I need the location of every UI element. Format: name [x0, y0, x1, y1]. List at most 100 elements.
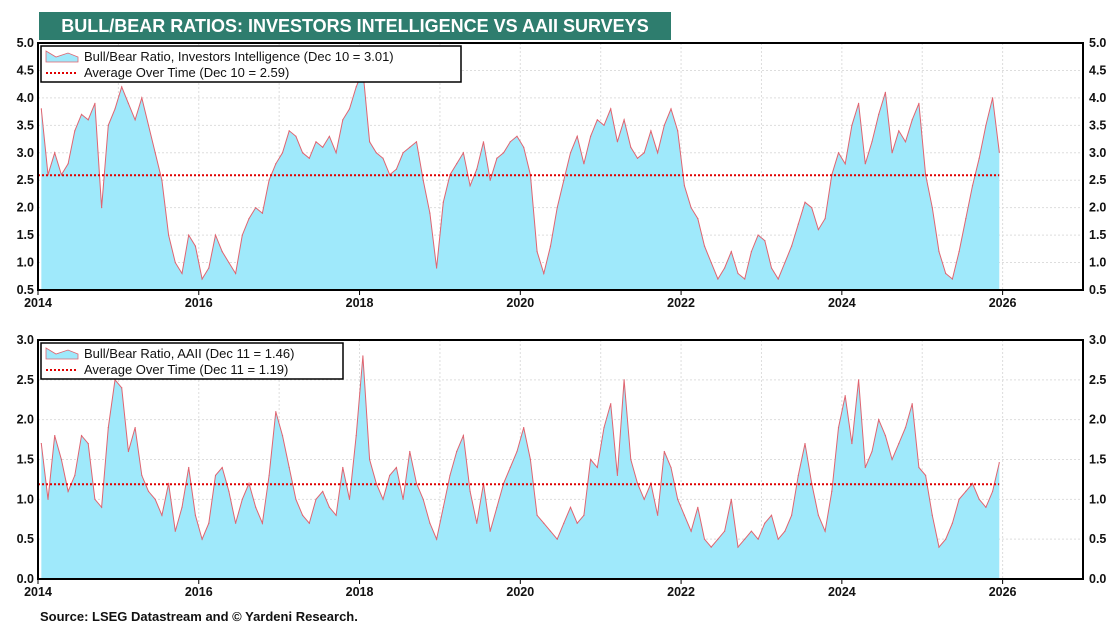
data-point [168, 234, 170, 236]
data-point [281, 152, 284, 154]
y-tick-label-left: 3.0 [17, 333, 34, 347]
data-point [569, 152, 572, 154]
data-point [703, 538, 706, 540]
data-point [931, 514, 933, 516]
data-point [971, 185, 974, 187]
x-tick-label: 2026 [989, 296, 1017, 310]
data-point [750, 250, 753, 253]
data-point [523, 427, 525, 429]
data-point [965, 218, 967, 220]
data-point [121, 86, 123, 88]
data-point [804, 442, 806, 445]
data-point [630, 458, 632, 461]
data-point [161, 179, 163, 181]
legend-label-series: Bull/Bear Ratio, Investors Intelligence … [84, 49, 394, 64]
data-point [857, 102, 860, 104]
data-point [603, 124, 605, 126]
data-point [663, 124, 665, 126]
data-point [690, 530, 692, 532]
data-point [703, 245, 706, 247]
data-point [355, 86, 357, 88]
data-point [951, 522, 953, 524]
y-tick-label-right: 3.0 [1089, 333, 1106, 347]
data-point [750, 530, 753, 532]
data-point [516, 135, 518, 137]
data-point [348, 108, 351, 110]
x-tick-label: 2022 [667, 585, 695, 599]
data-point [248, 218, 250, 220]
data-point [536, 250, 538, 253]
x-tick-label: 2016 [185, 585, 213, 599]
data-point [395, 168, 397, 170]
data-point [824, 530, 826, 532]
data-point [489, 530, 491, 532]
data-point [389, 474, 391, 477]
data-point [998, 462, 1000, 464]
data-point [871, 141, 873, 143]
y-tick-label-left: 0.5 [17, 532, 34, 546]
data-point [261, 212, 264, 214]
data-point [395, 466, 397, 469]
data-point [576, 135, 578, 137]
data-point [456, 163, 458, 165]
data-point [857, 379, 860, 381]
data-point [670, 108, 672, 110]
data-point [837, 152, 840, 154]
data-point [54, 435, 56, 437]
data-point [268, 474, 270, 477]
data-point [985, 124, 987, 126]
y-tick-label-left: 2.0 [17, 201, 34, 215]
x-tick-label: 2024 [828, 585, 856, 599]
data-point [797, 474, 799, 477]
data-point [496, 506, 498, 508]
data-point [791, 245, 793, 247]
data-point [724, 530, 726, 532]
series-line [40, 70, 1000, 281]
data-point [87, 442, 89, 445]
data-point [288, 466, 290, 469]
data-point [523, 146, 525, 148]
data-point [938, 250, 940, 253]
data-point [509, 141, 511, 143]
data-point [235, 272, 237, 275]
data-point [322, 490, 324, 492]
data-point [335, 152, 337, 154]
data-point [824, 218, 826, 220]
data-point [690, 207, 692, 209]
y-tick-label-left: 2.5 [17, 373, 34, 387]
data-point [730, 250, 732, 253]
data-point [489, 179, 491, 181]
data-point [161, 514, 163, 516]
data-point [462, 435, 464, 437]
data-point [878, 419, 880, 421]
data-point [201, 278, 203, 280]
data-point [67, 490, 69, 492]
data-point [87, 119, 89, 121]
data-point [757, 538, 759, 540]
data-point [757, 234, 759, 236]
x-tick-label: 2024 [828, 296, 856, 310]
data-point [710, 261, 712, 264]
data-point [221, 250, 223, 253]
data-point [241, 234, 243, 236]
y-tick-label-right: 5.0 [1089, 36, 1106, 50]
data-point [121, 387, 123, 389]
x-tick-label: 2018 [346, 296, 374, 310]
data-point [737, 272, 739, 275]
data-point [945, 272, 947, 275]
x-tick-label: 2022 [667, 296, 695, 310]
data-point [168, 482, 170, 484]
legend-area-swatch [45, 50, 79, 63]
data-point [911, 403, 913, 405]
data-point [208, 522, 210, 524]
data-point [194, 514, 197, 516]
data-point [214, 234, 217, 236]
y-tick-label-left: 1.0 [17, 256, 34, 270]
data-point [94, 498, 96, 500]
y-tick-label-left: 1.5 [17, 228, 34, 242]
data-point [449, 474, 451, 477]
y-tick-label-left: 1.0 [17, 492, 34, 506]
data-point [228, 490, 230, 492]
data-point [543, 272, 545, 275]
data-point [147, 490, 150, 492]
